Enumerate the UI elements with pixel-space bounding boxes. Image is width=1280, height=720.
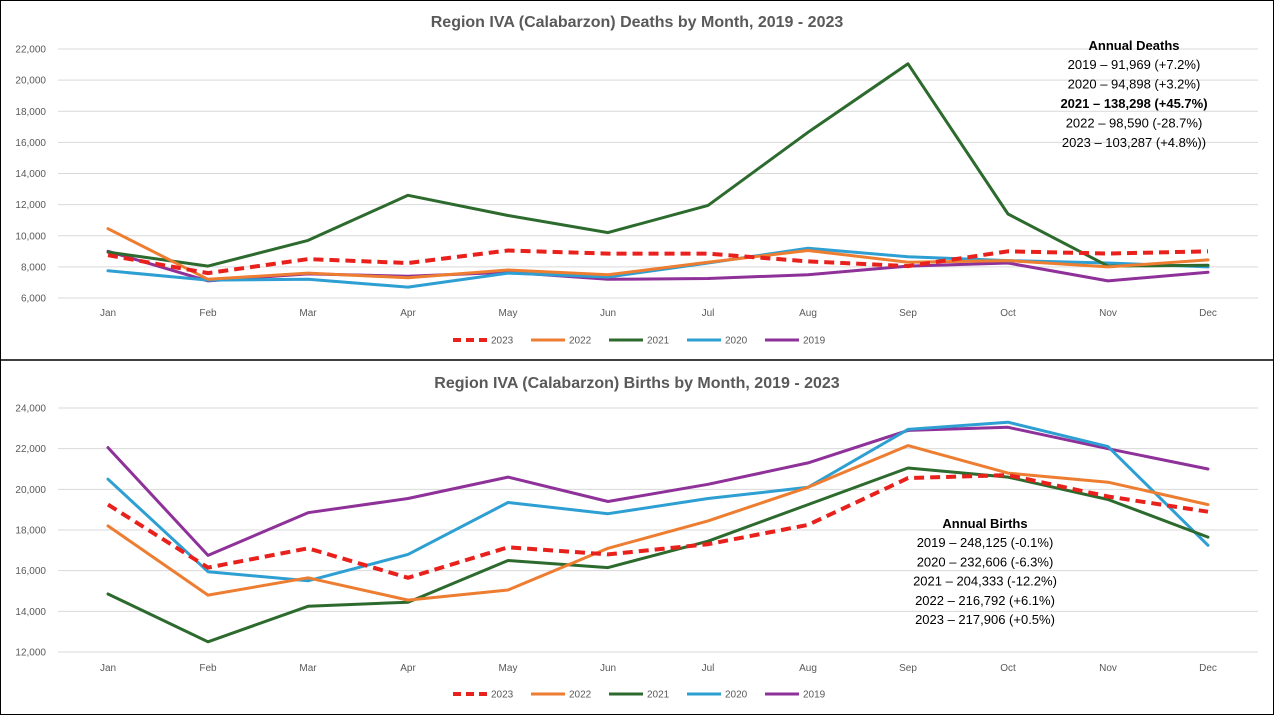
deaths-series-2021-line (106, 62, 1210, 268)
deaths-legend-label-2020: 2020 (725, 336, 748, 347)
births-series-2022-line (106, 444, 1210, 602)
births-annotation-line: 2022 – 216,792 (+6.1%) (915, 593, 1055, 608)
deaths-chart-title: Region IVA (Calabarzon) Deaths by Month,… (431, 14, 844, 31)
deaths-series-2023-line (107, 248, 1209, 276)
births-x-tick-label: Jul (702, 663, 715, 674)
deaths-y-tick-label: 20,000 (15, 76, 46, 87)
deaths-x-tick-label: Jan (100, 308, 116, 319)
births-x-tick-label: Apr (400, 663, 416, 674)
births-y-tick-label: 20,000 (15, 485, 46, 496)
deaths-x-tick-label: Apr (400, 308, 416, 319)
births-annotation-line: 2021 – 204,333 (-12.2%) (913, 574, 1057, 589)
deaths-annotation-line: 2022 – 98,590 (-28.7%) (1066, 116, 1203, 131)
deaths-legend-label-2021: 2021 (647, 336, 670, 347)
births-legend-label-2023: 2023 (491, 690, 514, 701)
births-series-2021-line (106, 466, 1210, 644)
births-y-tick-label: 22,000 (15, 444, 46, 455)
deaths-y-tick-label: 18,000 (15, 107, 46, 118)
births-legend-label-2020: 2020 (725, 690, 748, 701)
births-y-tick-label: 18,000 (15, 526, 46, 537)
deaths-annotation-line: 2019 – 91,969 (+7.2%) (1068, 57, 1201, 72)
deaths-annotation-line: 2020 – 94,898 (+3.2%) (1068, 77, 1201, 92)
deaths-x-tick-label: Oct (1000, 308, 1016, 319)
deaths-y-tick-label: 14,000 (15, 169, 46, 180)
deaths-x-tick-label: Jun (600, 308, 616, 319)
births-annotation-line: 2023 – 217,906 (+0.5%) (915, 612, 1055, 627)
births-x-tick-label: Dec (1199, 663, 1217, 674)
deaths-x-tick-label: Aug (799, 308, 817, 319)
deaths-legend-label-2022: 2022 (569, 336, 592, 347)
births-chart: Region IVA (Calabarzon) Births by Month,… (15, 375, 1258, 701)
births-x-tick-label: Aug (799, 663, 817, 674)
deaths-x-tick-label: Dec (1199, 308, 1217, 319)
deaths-y-tick-label: 16,000 (15, 138, 46, 149)
births-x-tick-label: Jun (600, 663, 616, 674)
births-chart-title: Region IVA (Calabarzon) Births by Month,… (434, 375, 840, 392)
births-annotation-line: 2020 – 232,606 (-6.3%) (917, 554, 1054, 569)
deaths-x-tick-label: Nov (1099, 308, 1117, 319)
deaths-y-tick-label: 12,000 (15, 200, 46, 211)
births-y-tick-label: 14,000 (15, 607, 46, 618)
births-x-tick-label: Oct (1000, 663, 1016, 674)
deaths-chart: Region IVA (Calabarzon) Deaths by Month,… (15, 14, 1258, 347)
births-x-tick-label: May (499, 663, 518, 674)
deaths-y-tick-label: 8,000 (21, 262, 46, 273)
deaths-y-tick-label: 22,000 (15, 45, 46, 56)
births-x-tick-label: Nov (1099, 663, 1117, 674)
births-x-tick-label: Feb (199, 663, 217, 674)
deaths-y-tick-label: 10,000 (15, 231, 46, 242)
deaths-x-tick-label: Feb (199, 308, 217, 319)
deaths-annotation-line: 2021 – 138,298 (+45.7%) (1060, 96, 1207, 111)
deaths-x-tick-label: Jul (702, 308, 715, 319)
births-x-tick-label: Jan (100, 663, 116, 674)
deaths-legend-label-2023: 2023 (491, 336, 514, 347)
births-legend-label-2019: 2019 (803, 690, 826, 701)
annual-deaths-title: Annual Deaths (1088, 38, 1179, 53)
deaths-y-tick-label: 6,000 (21, 294, 46, 305)
deaths-annotation-line: 2023 – 103,287 (+4.8%)) (1062, 135, 1206, 150)
births-x-tick-label: Sep (899, 663, 917, 674)
births-x-tick-label: Mar (299, 663, 317, 674)
deaths-series-2022-line (106, 227, 1210, 281)
annual-births-title: Annual Births (942, 516, 1027, 531)
births-series-2019-line (106, 425, 1210, 557)
births-y-tick-label: 16,000 (15, 566, 46, 577)
annual-births-annotation: Annual Births 2019 – 248,125 (-0.1%) 2020… (913, 516, 1057, 627)
annual-deaths-annotation: Annual Deaths 2019 – 91,969 (+7.2%) 2020 … (1060, 38, 1207, 150)
births-y-tick-label: 24,000 (15, 404, 46, 415)
deaths-legend-label-2019: 2019 (803, 336, 826, 347)
deaths-x-tick-label: Sep (899, 308, 917, 319)
deaths-x-tick-label: May (499, 308, 518, 319)
births-legend-label-2021: 2021 (647, 690, 670, 701)
deaths-x-tick-label: Mar (299, 308, 317, 319)
births-annotation-line: 2019 – 248,125 (-0.1%) (917, 535, 1054, 550)
births-y-tick-label: 12,000 (15, 648, 46, 659)
births-series-2023-line (106, 473, 1209, 580)
births-legend-label-2022: 2022 (569, 690, 592, 701)
